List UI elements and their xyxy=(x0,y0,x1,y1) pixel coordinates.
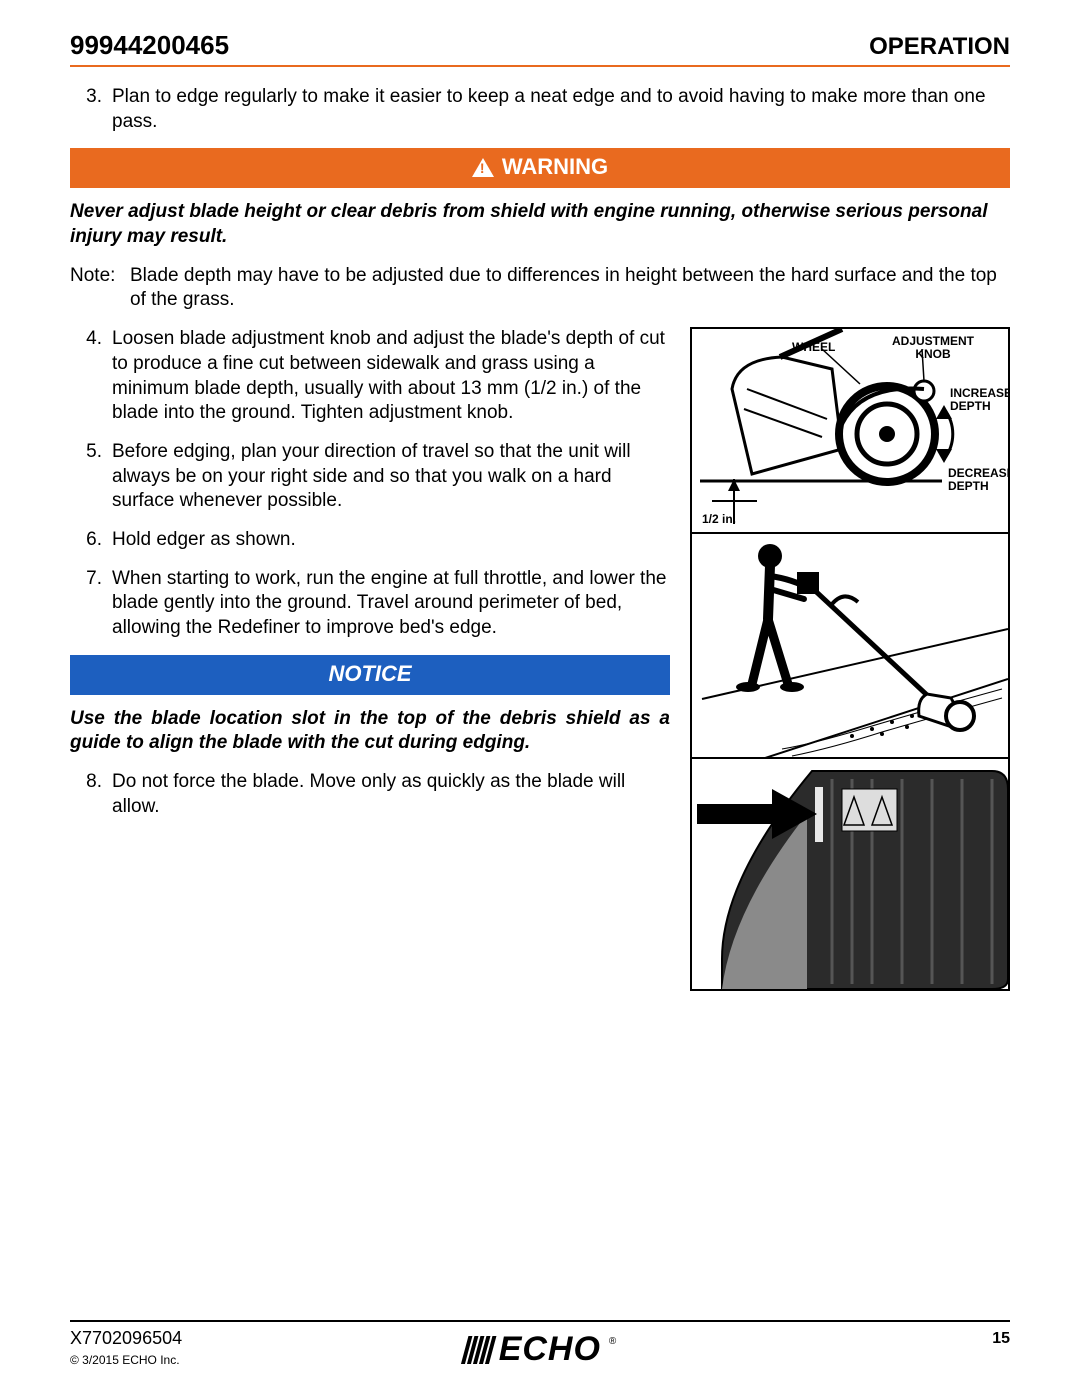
notice-label: NOTICE xyxy=(328,661,411,687)
footer-code: X7702096504 xyxy=(70,1328,182,1349)
section-title: OPERATION xyxy=(869,33,1010,61)
step-text: Loosen blade adjustment knob and adjust … xyxy=(112,327,670,426)
label-wheel: WHEEL xyxy=(792,341,835,354)
figure-panel-2 xyxy=(692,534,1008,759)
step-text: Hold edger as shown. xyxy=(112,528,670,553)
step-number: 7. xyxy=(70,567,112,641)
step-number: 4. xyxy=(70,327,112,426)
note-row: Note: Blade depth may have to be adjuste… xyxy=(70,264,1010,313)
left-column: 4. Loosen blade adjustment knob and adju… xyxy=(70,327,670,991)
step-8: 8. Do not force the blade. Move only as … xyxy=(70,770,670,819)
figure-column: WHEEL ADJUSTMENT KNOB INCREASE DEPTH DEC… xyxy=(690,327,1010,991)
step-text: Do not force the blade. Move only as qui… xyxy=(112,770,670,819)
step-text: When starting to work, run the engine at… xyxy=(112,567,670,641)
step-number: 5. xyxy=(70,440,112,514)
step-4: 4. Loosen blade adjustment knob and adju… xyxy=(70,327,670,426)
warning-text: Never adjust blade height or clear debri… xyxy=(70,200,1010,249)
label-half-inch: 1/2 in. xyxy=(702,513,736,526)
step-number: 6. xyxy=(70,528,112,553)
notice-callout: NOTICE xyxy=(70,655,670,695)
warning-label: WARNING xyxy=(502,154,608,180)
step-7: 7. When starting to work, run the engine… xyxy=(70,567,670,641)
notice-text: Use the blade location slot in the top o… xyxy=(70,707,670,756)
page-footer: X7702096504 15 © 3/2015 ECHO Inc. ECHO® xyxy=(70,1320,1010,1367)
page-header: 99944200465 OPERATION xyxy=(70,30,1010,67)
step-text: Before edging, plan your direction of tr… xyxy=(112,440,670,514)
diagram-shield-icon xyxy=(692,759,1008,989)
label-decrease-depth: DECREASE DEPTH xyxy=(948,467,1008,493)
echo-logo: ECHO ® xyxy=(465,1330,616,1369)
step-number: 8. xyxy=(70,770,112,819)
document-number: 99944200465 xyxy=(70,30,229,61)
label-increase-depth: INCREASE DEPTH xyxy=(950,387,1008,413)
logo-text: ECHO xyxy=(499,1330,601,1369)
warning-triangle-icon xyxy=(472,158,494,177)
note-text: Blade depth may have to be adjusted due … xyxy=(130,264,1010,313)
label-adjustment-knob: ADJUSTMENT KNOB xyxy=(892,335,974,361)
figure-panel-3 xyxy=(692,759,1008,989)
step-text: Plan to edge regularly to make it easier… xyxy=(112,85,1010,134)
figure-panel-1: WHEEL ADJUSTMENT KNOB INCREASE DEPTH DEC… xyxy=(692,329,1008,534)
note-label: Note: xyxy=(70,264,130,313)
diagram-operator-icon xyxy=(692,534,1008,759)
step-5: 5. Before edging, plan your direction of… xyxy=(70,440,670,514)
warning-callout: WARNING xyxy=(70,148,1010,188)
step-3: 3. Plan to edge regularly to make it eas… xyxy=(70,85,1010,134)
figure-box: WHEEL ADJUSTMENT KNOB INCREASE DEPTH DEC… xyxy=(690,327,1010,991)
registered-icon: ® xyxy=(609,1336,617,1347)
step-number: 3. xyxy=(70,85,112,134)
footer-page-number: 15 xyxy=(992,1330,1010,1348)
step-6: 6. Hold edger as shown. xyxy=(70,528,670,553)
logo-stripes-icon xyxy=(461,1336,497,1364)
